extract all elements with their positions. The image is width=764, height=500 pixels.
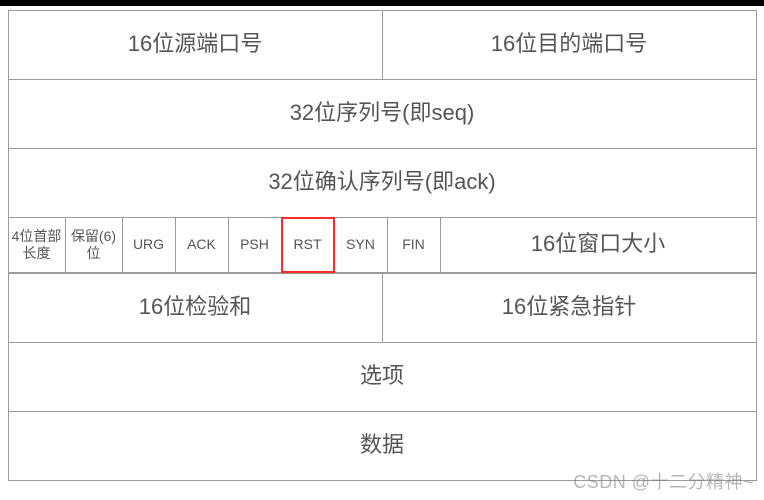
cell-fin-flag: FIN [387, 217, 441, 273]
cell-data: 数据 [8, 411, 757, 481]
row-ports: 16位源端口号 16位目的端口号 [8, 10, 756, 79]
cell-rst-flag: RST [281, 217, 335, 273]
cell-source-port: 16位源端口号 [8, 10, 383, 80]
cell-ack-flag: ACK [175, 217, 229, 273]
cell-reserved: 保留(6) 位 [65, 217, 123, 273]
row-checksum-urgent: 16位检验和 16位紧急指针 [8, 273, 756, 342]
cell-syn-flag: SYN [334, 217, 388, 273]
row-flags: 4位首部 长度 保留(6) 位 URG ACK PSH RST SYN FIN … [8, 217, 756, 273]
header-table: 16位源端口号 16位目的端口号 32位序列号(即seq) 32位确认序列号(即… [8, 10, 756, 480]
cell-header-length: 4位首部 长度 [8, 217, 66, 273]
cell-psh-flag: PSH [228, 217, 282, 273]
cell-dest-port: 16位目的端口号 [382, 10, 757, 80]
tcp-header-diagram: 16位源端口号 16位目的端口号 32位序列号(即seq) 32位确认序列号(即… [0, 0, 764, 500]
cell-window-size: 16位窗口大小 [440, 217, 757, 273]
row-data: 数据 [8, 411, 756, 480]
cell-seq: 32位序列号(即seq) [8, 79, 757, 149]
row-seq: 32位序列号(即seq) [8, 79, 756, 148]
top-border [0, 0, 764, 6]
cell-urg-flag: URG [122, 217, 176, 273]
cell-checksum: 16位检验和 [8, 273, 383, 343]
cell-options: 选项 [8, 342, 757, 412]
cell-urgent-pointer: 16位紧急指针 [382, 273, 757, 343]
row-ack: 32位确认序列号(即ack) [8, 148, 756, 217]
cell-ack-number: 32位确认序列号(即ack) [8, 148, 757, 218]
row-options: 选项 [8, 342, 756, 411]
